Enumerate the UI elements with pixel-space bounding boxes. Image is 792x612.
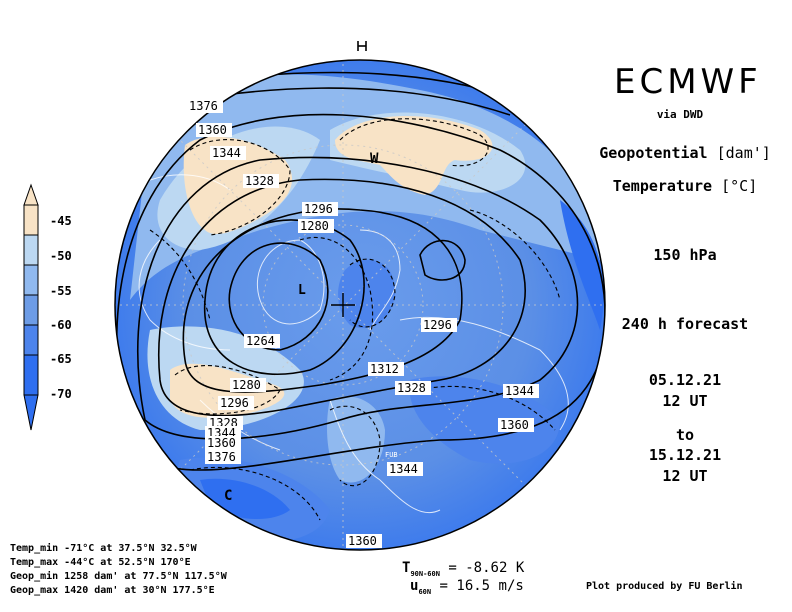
colorbar-swatch-65 bbox=[23, 324, 39, 356]
cold-pocket-southeast bbox=[409, 376, 560, 464]
contour-label: 1376 bbox=[207, 450, 236, 464]
forecast-range: 240 h forecast bbox=[621, 315, 749, 333]
contour-label-box bbox=[244, 334, 280, 348]
temp-min-stat: Temp_min -71°C at 37.5°N 32.5°W bbox=[10, 543, 197, 554]
u-symbol: u bbox=[410, 578, 419, 594]
field-line-1: Geopotential [dam'] bbox=[590, 144, 780, 162]
pressure-level: 150 hPa bbox=[653, 246, 717, 264]
t-subscript: 90N-60N bbox=[410, 569, 440, 578]
contour-label: 1360 bbox=[198, 123, 227, 137]
colorbar-swatch-55 bbox=[23, 264, 39, 296]
temp-max-stat: Temp_max -44°C at 52.5°N 170°E bbox=[10, 557, 191, 568]
t-symbol: T bbox=[402, 560, 411, 576]
contour-label-box bbox=[387, 462, 423, 476]
contour-label-box bbox=[421, 318, 457, 332]
warm-marker: W bbox=[370, 151, 379, 167]
contour-label: 1280 bbox=[232, 378, 261, 392]
end-time: 12 UT bbox=[662, 467, 708, 485]
colorbar-bottom-arrow bbox=[23, 394, 39, 431]
contour-label-box bbox=[243, 174, 279, 188]
contour-label-box bbox=[368, 362, 404, 376]
colorbar-top-arrow bbox=[23, 183, 39, 206]
contour-label: 1328 bbox=[397, 381, 426, 395]
greenwich-marker-icon bbox=[357, 41, 367, 51]
colorbar-label: -55 bbox=[50, 284, 72, 298]
field-unit-1: [dam'] bbox=[716, 144, 771, 162]
contour-label: 1296 bbox=[220, 396, 249, 410]
contour-label-box bbox=[230, 378, 266, 392]
cold-core-pole bbox=[338, 259, 395, 329]
credit-line: Plot produced by FU Berlin bbox=[586, 581, 743, 592]
pole-cross-icon bbox=[331, 293, 355, 317]
end-date: 15.12.21 bbox=[648, 446, 722, 464]
station-label: FUB bbox=[385, 451, 398, 459]
contour-label-box bbox=[205, 436, 241, 450]
cold-marker: C bbox=[224, 488, 232, 504]
contour-label-box bbox=[346, 534, 382, 548]
colorbar-label: -70 bbox=[50, 387, 72, 401]
field-unit-2: [°C] bbox=[721, 177, 758, 195]
via-source: via DWD bbox=[656, 108, 704, 121]
u-subscript: 60N bbox=[418, 587, 432, 596]
contour-labels: 1376136013441328129612801264128012961328… bbox=[187, 99, 539, 548]
contour-label-box bbox=[187, 99, 223, 113]
contour-label: 1328 bbox=[245, 174, 274, 188]
contour-label: 1344 bbox=[389, 462, 418, 476]
temperature-contours bbox=[149, 118, 561, 521]
colorbar-swatch-70 bbox=[23, 354, 39, 396]
geop-max-stat: Geop_max 1420 dam' at 30°N 177.5°E bbox=[10, 585, 215, 596]
contour-label-box bbox=[210, 146, 246, 160]
contour-label: 1344 bbox=[212, 146, 241, 160]
stats-block: Temp_min -71°C at 37.5°N 32.5°W Temp_max… bbox=[10, 542, 227, 598]
field-name-2: Temperature bbox=[612, 177, 713, 195]
contour-label-box bbox=[196, 123, 232, 137]
cold-edge-east bbox=[560, 200, 604, 330]
contour-label-box bbox=[298, 219, 334, 233]
contour-label: 1296 bbox=[304, 202, 333, 216]
contour-label-box bbox=[218, 396, 254, 410]
contour-label-box bbox=[395, 381, 431, 395]
start-time: 12 UT bbox=[662, 392, 708, 410]
field-line-2: Temperature [°C] bbox=[590, 177, 780, 195]
zonal-wind-diagnostic: u60N = 16.5 m/s bbox=[410, 578, 524, 596]
contour-label-box bbox=[498, 418, 534, 432]
contour-label-box bbox=[503, 384, 539, 398]
map-border bbox=[114, 59, 606, 551]
geop-min-stat: Geop_min 1258 dam' at 77.5°N 117.5°W bbox=[10, 571, 227, 582]
contour-label: 1312 bbox=[370, 362, 399, 376]
contour-label-box bbox=[205, 450, 241, 464]
contour-label: 1344 bbox=[505, 384, 534, 398]
colorbar-label: -65 bbox=[50, 352, 72, 366]
contour-label-box bbox=[302, 202, 338, 216]
model-title: ECMWF bbox=[614, 62, 762, 102]
start-date: 05.12.21 bbox=[648, 371, 722, 389]
t-value: = -8.62 K bbox=[448, 560, 525, 576]
colorbar-swatch-60 bbox=[23, 294, 39, 326]
contour-label: 1280 bbox=[300, 219, 329, 233]
contour-label: 1296 bbox=[423, 318, 452, 332]
contour-label: 1360 bbox=[500, 418, 529, 432]
colorbar-label: -45 bbox=[50, 214, 72, 228]
warm-anomaly-north bbox=[335, 116, 493, 195]
to-label: to bbox=[675, 426, 695, 444]
contour-label: 1360 bbox=[348, 534, 377, 548]
geopotential-contours bbox=[116, 71, 605, 471]
warm-anomaly-northwest bbox=[183, 136, 293, 235]
colorbar-swatch-50 bbox=[23, 234, 39, 266]
contour-label: 1360 bbox=[207, 436, 236, 450]
colorbar-label: -50 bbox=[50, 249, 72, 263]
u-value: = 16.5 m/s bbox=[439, 578, 524, 594]
colorbar bbox=[23, 183, 39, 431]
polar-temp-diagnostic: T90N-60N = -8.62 K bbox=[402, 560, 524, 578]
contour-label: 1376 bbox=[189, 99, 218, 113]
colorbar-swatch-45 bbox=[23, 204, 39, 236]
contour-label: 1264 bbox=[246, 334, 275, 348]
colorbar-label: -60 bbox=[50, 318, 72, 332]
field-name-1: Geopotential bbox=[599, 144, 708, 162]
low-marker: L bbox=[298, 283, 306, 298]
